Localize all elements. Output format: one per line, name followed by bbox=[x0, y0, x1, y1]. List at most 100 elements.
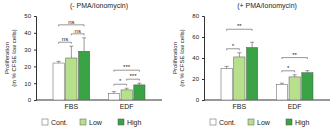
x-tick: FBS bbox=[65, 100, 79, 110]
y-tick: 60 bbox=[192, 34, 204, 40]
significance-bracket bbox=[282, 71, 295, 73]
y-tick-label: 40 bbox=[192, 55, 199, 61]
y-tick-label: 20 bbox=[24, 64, 31, 70]
significance-label: * bbox=[232, 43, 235, 49]
legend: Cont. Low High bbox=[210, 119, 310, 127]
title: (- PMA/Ionomycin) bbox=[70, 2, 128, 10]
y-tick-label: 60 bbox=[192, 34, 199, 40]
y-tick: 10 bbox=[24, 81, 36, 87]
y-tick-label: 80 bbox=[192, 13, 199, 19]
y-tick: 50 bbox=[24, 13, 36, 19]
y-tick: 0 bbox=[28, 97, 36, 103]
bar bbox=[121, 90, 132, 100]
y-tick: 30 bbox=[24, 47, 36, 53]
significance-bracket bbox=[282, 58, 308, 60]
y-tick-label: 20 bbox=[192, 76, 199, 82]
y-tick: 40 bbox=[192, 55, 204, 61]
error-bar bbox=[250, 42, 254, 47]
y-tick: 40 bbox=[24, 30, 36, 36]
error-bar bbox=[293, 75, 297, 77]
legend-label: High bbox=[295, 119, 310, 127]
y-axis-title: Proliferation(in % CFSE low cells) bbox=[4, 29, 17, 87]
legend-item: Cont. bbox=[42, 119, 68, 126]
legend-item: Low bbox=[248, 119, 271, 126]
error-bar bbox=[125, 88, 129, 90]
legend-item: Cont. bbox=[210, 119, 236, 126]
y-tick-mark bbox=[202, 79, 204, 80]
figure: (- PMA/Ionomycin) Proliferation(in % CFSE… bbox=[0, 0, 336, 132]
error-bar bbox=[82, 38, 86, 51]
bar bbox=[134, 85, 145, 100]
y-tick: 80 bbox=[192, 13, 204, 19]
x-tick-label: FBS bbox=[233, 103, 247, 110]
legend: Cont. Low High bbox=[42, 119, 142, 127]
x-tick-label: EDF bbox=[120, 103, 134, 110]
x-tick: FBS bbox=[233, 100, 247, 110]
legend-label: High bbox=[127, 119, 142, 127]
significance-bracket bbox=[227, 29, 253, 31]
y-tick-mark bbox=[34, 16, 36, 17]
significance-bracket bbox=[71, 34, 84, 36]
significance-bracket bbox=[114, 84, 127, 86]
significance-label: *** bbox=[130, 73, 138, 79]
legend-swatch bbox=[286, 119, 292, 125]
error-bar bbox=[280, 83, 284, 84]
y-tick-label: 50 bbox=[24, 13, 31, 19]
bar bbox=[53, 63, 64, 100]
significance-label: ns bbox=[68, 19, 74, 25]
legend-label: Cont. bbox=[219, 119, 236, 126]
legend-label: Low bbox=[89, 119, 103, 126]
y-tick-label: 10 bbox=[24, 81, 31, 87]
legend-item: Low bbox=[80, 119, 103, 126]
legend-swatch bbox=[210, 119, 216, 125]
y-axis-title: Proliferation(in % CFSE low cells) bbox=[172, 29, 185, 87]
y-axis: 0 10 20 30 40 50 bbox=[24, 13, 36, 103]
y-tick-mark bbox=[34, 66, 36, 67]
significance-label: * bbox=[287, 65, 290, 71]
title: (+ PMA/Ionomycin) bbox=[237, 2, 297, 10]
y-tick-label: 0 bbox=[28, 97, 32, 103]
significance-bracket bbox=[127, 79, 140, 81]
panel: (+ PMA/Ionomycin) Proliferation(in % CFSE… bbox=[172, 2, 330, 127]
bar bbox=[276, 84, 287, 100]
error-bar bbox=[69, 46, 73, 58]
significance-label: ns bbox=[75, 28, 81, 34]
y-tick-mark bbox=[34, 83, 36, 84]
significance-label: ns bbox=[62, 36, 68, 42]
y-tick-mark bbox=[202, 16, 204, 17]
legend-swatch bbox=[42, 119, 48, 125]
legend-swatch bbox=[80, 119, 86, 125]
y-axis: 0 20 40 60 80 bbox=[192, 13, 204, 103]
bar bbox=[79, 51, 90, 100]
significance-label: *** bbox=[123, 64, 131, 70]
significance-bracket bbox=[59, 25, 85, 27]
significance-bracket bbox=[114, 70, 140, 72]
legend-swatch bbox=[248, 119, 254, 125]
y-tick: 0 bbox=[196, 97, 204, 103]
error-bar bbox=[137, 83, 141, 85]
error-bar bbox=[305, 71, 309, 73]
bar bbox=[221, 69, 232, 101]
y-tick-mark bbox=[34, 100, 36, 101]
y-tick-mark bbox=[202, 37, 204, 38]
y-tick: 20 bbox=[24, 64, 36, 70]
significance-label: ** bbox=[237, 23, 242, 29]
significance-label: ** bbox=[292, 52, 297, 58]
significance-bracket bbox=[227, 49, 240, 51]
legend-label: Cont. bbox=[51, 119, 68, 126]
x-axis: FBS EDF bbox=[36, 100, 162, 110]
bar bbox=[289, 77, 300, 100]
x-tick: EDF bbox=[288, 100, 302, 110]
error-bar bbox=[225, 66, 229, 68]
x-tick-label: EDF bbox=[288, 103, 302, 110]
y-tick-label: 40 bbox=[24, 30, 31, 36]
y-tick: 20 bbox=[192, 76, 204, 82]
x-tick: EDF bbox=[120, 100, 134, 110]
significance-label: * bbox=[119, 78, 122, 84]
y-axis-line bbox=[34, 17, 37, 101]
x-tick-label: FBS bbox=[65, 103, 79, 110]
bar bbox=[66, 58, 77, 100]
bar bbox=[302, 73, 313, 100]
y-tick-label: 0 bbox=[196, 97, 200, 103]
y-tick-label: 30 bbox=[24, 47, 31, 53]
